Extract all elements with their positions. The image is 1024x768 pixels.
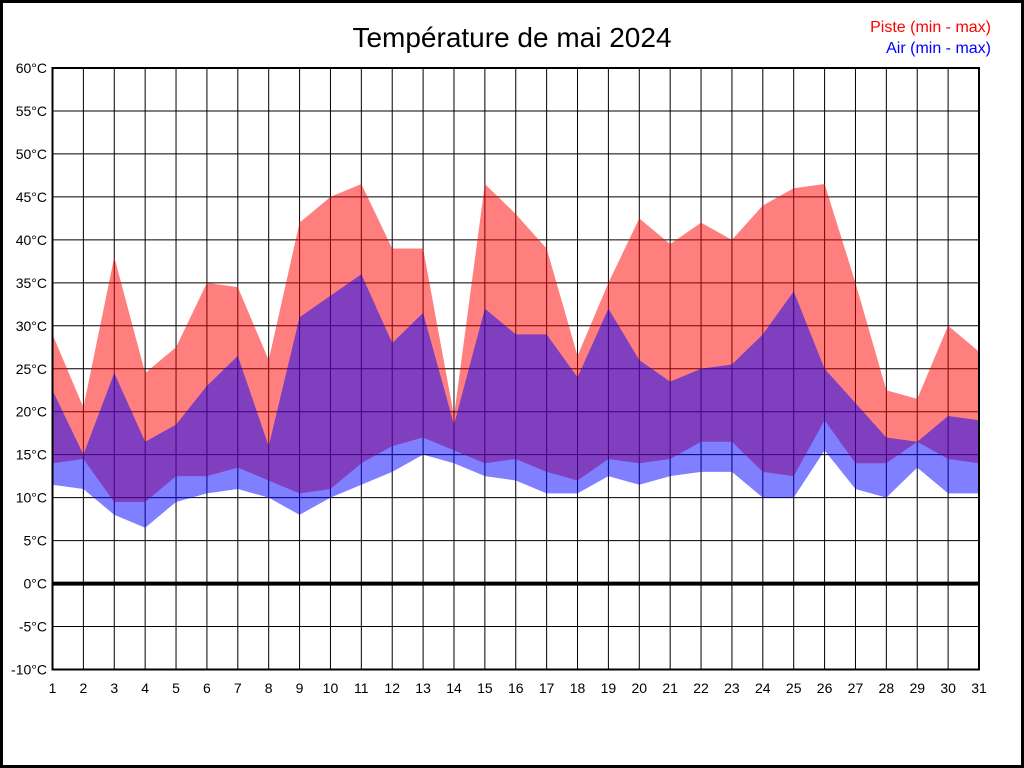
x-tick-label: 28 — [879, 680, 895, 696]
y-tick-label: 25°C — [16, 361, 47, 377]
x-tick-label: 9 — [296, 680, 304, 696]
chart-title: Température de mai 2024 — [352, 22, 671, 53]
x-tick-label: 25 — [786, 680, 802, 696]
x-tick-label: 8 — [265, 680, 273, 696]
y-tick-label: -10°C — [11, 662, 47, 678]
x-tick-label: 4 — [141, 680, 149, 696]
y-tick-label: 10°C — [16, 490, 47, 506]
x-tick-label: 11 — [354, 680, 369, 696]
y-tick-label: 55°C — [16, 103, 47, 119]
y-axis-tick-labels: 60°C 55°C 50°C 45°C 40°C 35°C 30°C 25°C 20°C 15°C… — [11, 60, 47, 678]
temperature-chart: 60°C55°C50°C45°C40°C35°C30°C25°C20°C15°C… — [11, 19, 991, 696]
legend-item-piste: Piste (min - max) — [870, 19, 991, 36]
y-tick-label: 50°C — [16, 146, 47, 162]
y-tick-label: 30°C — [16, 318, 47, 334]
x-tick-label: 7 — [234, 680, 242, 696]
x-tick-label: 6 — [203, 680, 211, 696]
x-tick-label: 2 — [79, 680, 87, 696]
x-tick-label: 5 — [172, 680, 180, 696]
x-tick-label: 22 — [693, 680, 709, 696]
y-tick-label: -5°C — [19, 619, 47, 635]
x-tick-label: 23 — [724, 680, 740, 696]
x-tick-label: 21 — [662, 680, 678, 696]
x-tick-label: 29 — [909, 680, 925, 696]
x-tick-label: 27 — [848, 680, 864, 696]
x-tick-label: 30 — [940, 680, 956, 696]
x-tick-label: 13 — [415, 680, 431, 696]
y-tick-label: 40°C — [16, 232, 47, 248]
temperature-bands — [52, 184, 979, 528]
plot-border — [51, 67, 980, 671]
x-tick-label: 31 — [971, 680, 987, 696]
y-tick-label: 20°C — [16, 404, 47, 420]
x-tick-label: 3 — [110, 680, 118, 696]
x-tick-label: 14 — [446, 680, 462, 696]
legend-item-air: Air (min - max) — [886, 40, 991, 57]
x-tick-label: 16 — [508, 680, 524, 696]
y-tick-label: 15°C — [16, 447, 47, 463]
y-tick-label: 0°C — [24, 576, 48, 592]
x-tick-label: 18 — [570, 680, 586, 696]
x-tick-label: 24 — [755, 680, 771, 696]
y-tick-label: 45°C — [16, 189, 47, 205]
x-axis-tick-labels: 1 2 3 4 5 6 7 8 9 10 11 12 13 14 15 16 17 18 19 20 21 22 23 24 2… — [49, 680, 987, 696]
air-band — [52, 274, 979, 528]
x-tick-label: 12 — [384, 680, 400, 696]
x-tick-label: 17 — [539, 680, 555, 696]
y-tick-label: 35°C — [16, 275, 47, 291]
x-tick-label: 26 — [817, 680, 833, 696]
x-tick-label: 1 — [49, 680, 57, 696]
x-tick-label: 20 — [631, 680, 647, 696]
y-tick-label: 5°C — [24, 533, 48, 549]
x-tick-label: 10 — [323, 680, 339, 696]
y-tick-label: 60°C — [16, 60, 47, 76]
legend: Piste (min - max) Air (min - max) — [870, 19, 991, 57]
x-tick-label: 15 — [477, 680, 493, 696]
x-tick-label: 19 — [601, 680, 617, 696]
